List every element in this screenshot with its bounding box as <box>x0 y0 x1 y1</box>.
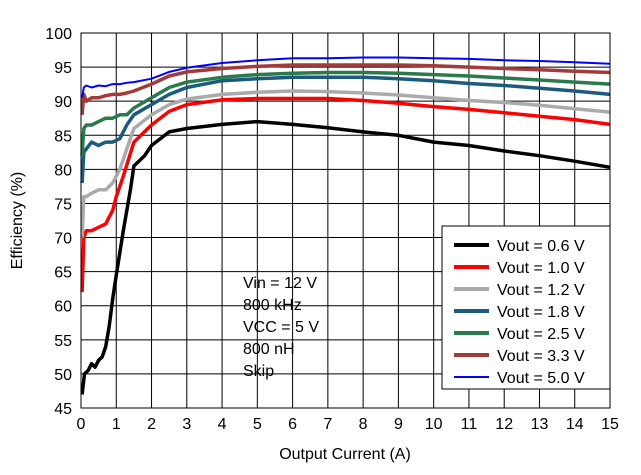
annotation-line: Vin = 12 V <box>243 275 317 292</box>
y-tick-label: 95 <box>54 60 72 77</box>
series-line-6 <box>81 56 611 98</box>
annotation-line: Skip <box>243 363 274 380</box>
y-tick-label: 90 <box>54 94 72 111</box>
legend-label-6: Vout = 5.0 V <box>497 370 585 387</box>
x-tick-label: 4 <box>218 416 227 433</box>
x-axis-label: Output Current (A) <box>279 446 411 463</box>
annotation-line: VCC = 5 V <box>243 319 319 336</box>
y-tick-label: 50 <box>54 367 72 384</box>
y-tick-label: 85 <box>54 128 72 145</box>
series-line-0 <box>80 119 611 395</box>
legend-label-5: Vout = 3.3 V <box>497 348 585 365</box>
legend-label-3: Vout = 1.8 V <box>497 304 585 321</box>
plot-frame <box>80 32 611 409</box>
y-tick-label: 100 <box>45 26 72 43</box>
series-line-4 <box>80 70 611 156</box>
y-tick-label: 65 <box>54 265 72 282</box>
x-tick-label: 13 <box>531 416 549 433</box>
y-tick-label: 55 <box>54 333 72 350</box>
x-tick-labels: 0 1 2 3 4 5 6 7 8 9 10 11 12 13 14 15 <box>77 416 619 433</box>
series-line-3 <box>80 75 611 184</box>
y-tick-labels: 45 50 55 60 65 70 75 80 85 90 95 100 <box>45 26 72 418</box>
x-tick-label: 11 <box>461 416 478 433</box>
series-line-5 <box>80 63 611 115</box>
series-line-1 <box>80 96 611 293</box>
legend-label-4: Vout = 2.5 V <box>497 326 585 343</box>
x-tick-label: 0 <box>77 416 86 433</box>
x-tick-label: 1 <box>112 416 121 433</box>
y-tick-label: 60 <box>54 299 72 316</box>
x-tick-label: 3 <box>182 416 191 433</box>
x-tick-label: 6 <box>288 416 297 433</box>
y-axis-label: Efficiency (%) <box>9 172 26 270</box>
x-tick-label: 9 <box>394 416 403 433</box>
legend-label-1: Vout = 1.0 V <box>497 260 585 277</box>
legend: Vout = 0.6 V Vout = 1.0 V Vout = 1.2 V Vout… <box>441 225 611 390</box>
y-tick-label: 70 <box>54 231 72 248</box>
x-tick-label: 7 <box>323 416 332 433</box>
x-tick-label: 8 <box>359 416 368 433</box>
x-tick-label: 15 <box>601 416 619 433</box>
series-group <box>80 56 611 395</box>
x-tick-label: 2 <box>147 416 156 433</box>
y-tick-label: 75 <box>54 196 72 213</box>
conditions-annotation: Vin = 12 V 800 kHz VCC = 5 V 800 nH Skip <box>243 275 319 380</box>
series-line-2 <box>80 89 611 238</box>
legend-box <box>441 225 611 390</box>
legend-label-2: Vout = 1.2 V <box>497 282 585 299</box>
annotation-line: 800 nH <box>243 341 295 358</box>
annotation-line: 800 kHz <box>243 297 302 314</box>
y-tick-label: 45 <box>54 401 72 418</box>
legend-label-0: Vout = 0.6 V <box>497 238 585 255</box>
x-tick-label: 5 <box>253 416 262 433</box>
x-tick-label: 12 <box>495 416 513 433</box>
y-tick-label: 80 <box>54 162 72 179</box>
x-tick-label: 14 <box>566 416 584 433</box>
x-tick-label: 10 <box>425 416 443 433</box>
